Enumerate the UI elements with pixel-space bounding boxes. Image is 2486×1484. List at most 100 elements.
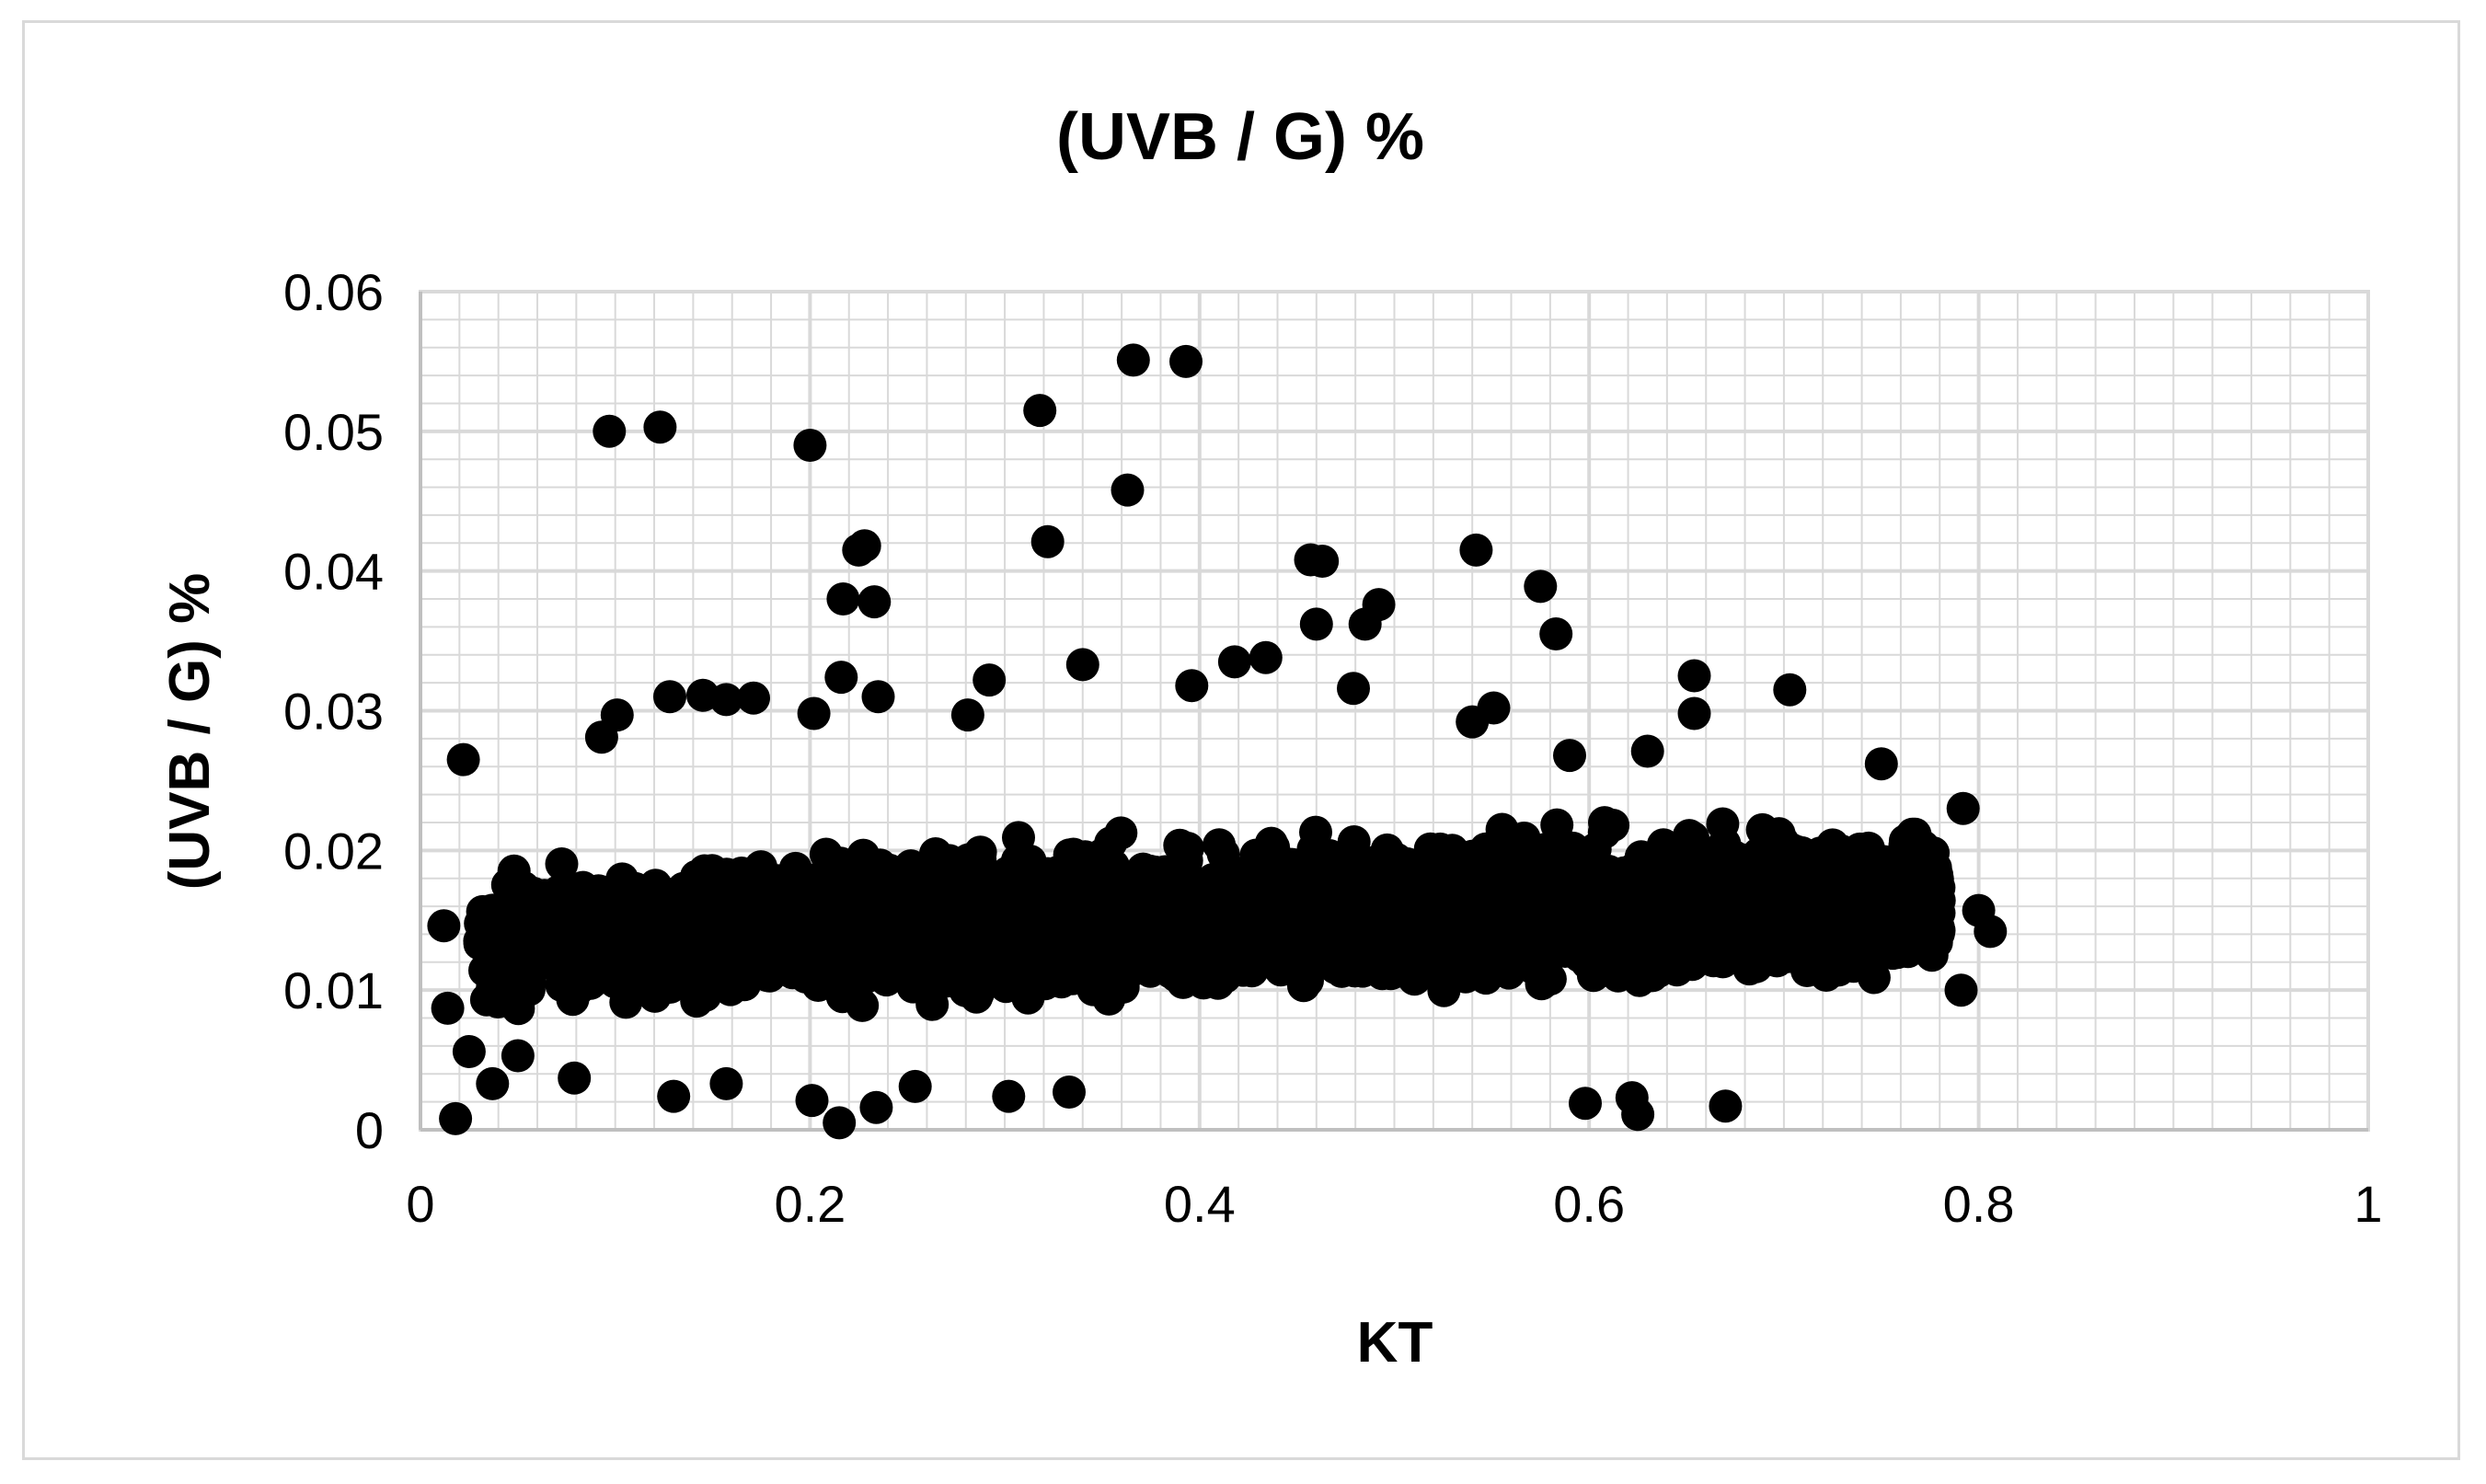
scatter-point [1836,949,1870,984]
y-tick-label: 0.05 [283,403,384,461]
scatter-point [963,835,997,869]
tick-layer: 0 0.2 0.4 0.6 0.8 1 0 0.01 0.02 0.03 0.04 0.05 0.06 [283,263,2383,1233]
data-point [1169,344,1203,378]
scatter-point [1256,922,1290,956]
y-tick-label: 0 [355,1101,384,1159]
scatter-point [578,958,612,992]
data-point [709,1066,743,1100]
y-tick-label: 0.03 [283,683,384,741]
axis-layer [419,292,2368,1132]
scatter-point [753,959,787,993]
data-point [1709,1089,1743,1123]
scatter-point [1062,897,1096,931]
scatter-point [1706,807,1740,841]
scatter-point [639,869,673,903]
data-point [1864,747,1898,781]
data-point [1065,648,1099,682]
data-point [973,663,1007,697]
scatter-point [1427,973,1461,1007]
data-point [501,1039,535,1073]
data-point [795,1084,829,1118]
scatter-point [1422,912,1456,946]
data-point [476,1066,510,1100]
x-axis-title: KT [1357,1311,1433,1375]
data-point [657,1079,691,1113]
scatter-point [885,935,919,969]
scatter-point [1032,901,1066,935]
scatter-point [1469,832,1502,866]
scatter-point [1715,880,1749,914]
scatter-point [806,960,840,994]
scatter-point [627,940,661,974]
scatter-point [1254,826,1288,860]
scatter-point [1076,869,1110,903]
data-point [1539,617,1573,650]
data-point [823,1106,857,1140]
scatter-point [842,859,876,893]
scatter-point [693,942,726,976]
scatter-point [827,892,861,926]
point-cloud-layer [463,806,1956,1026]
scatter-point [497,854,531,888]
data-point [1946,791,1980,825]
data-point [653,680,686,714]
scatter-point [1588,806,1621,840]
data-point [847,529,881,563]
data-point [1111,473,1145,507]
data-point [558,1061,592,1095]
data-point [446,742,480,777]
data-point [439,1101,473,1135]
data-point [857,585,892,619]
data-point [826,582,860,615]
scatter-point [1158,921,1192,955]
scatter-point [809,917,843,951]
data-point [593,414,627,448]
scatter-point [1633,912,1667,945]
scatter-point [1533,962,1567,996]
scatter-point [1863,873,1897,907]
data-point [737,681,770,715]
scatter-point [1536,870,1571,904]
points-layer [427,343,2008,1140]
scatter-point [1500,826,1534,860]
scatter-point [1203,828,1237,862]
scatter-point [1288,903,1322,938]
data-point [1677,659,1711,693]
data-point [709,683,743,717]
scatter-point [980,960,1014,993]
scatter-point [1561,930,1595,964]
scatter-point [761,864,795,898]
x-tick-label: 1 [2354,1175,2382,1233]
scatter-point [1709,834,1743,869]
data-point [1175,669,1209,703]
scatter-point [1658,879,1692,913]
scatter-point [1076,972,1111,1007]
scatter-point [1275,847,1309,881]
data-point [793,429,827,462]
data-point [1677,696,1711,730]
scatter-point [469,983,503,1017]
data-point [1569,1087,1602,1121]
scatter-point [1220,878,1254,911]
data-point [1621,1098,1655,1132]
scatter-point [1169,844,1203,878]
y-axis-title: (UVB / G) % [158,573,222,890]
data-point [1030,524,1065,558]
scatter-point [730,906,763,940]
x-tick-label: 0.4 [1164,1175,1236,1233]
data-point [1053,1076,1086,1109]
data-point [1915,938,1949,972]
data-point [1306,545,1340,578]
scatter-point [1567,877,1601,911]
scatter-point [991,902,1025,936]
y-tick-label: 0.04 [283,543,384,601]
scatter-point [512,972,546,1007]
scatter-point [545,847,579,880]
scatter-point [922,962,956,996]
data-point [1116,343,1150,377]
data-point [1456,705,1490,739]
scatter-point [950,963,984,997]
scatter-point [1408,855,1441,889]
scatter-point [570,894,604,928]
scatter-point [968,925,1002,959]
